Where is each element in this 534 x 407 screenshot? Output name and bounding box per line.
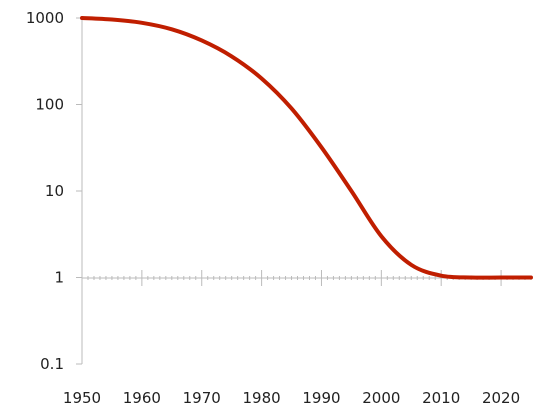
x-tick-label: 2020 [482,389,520,407]
axes [81,18,531,364]
x-tick-label: 1970 [183,389,221,407]
x-tick-label: 2000 [362,389,400,407]
y-tick-label: 100 [35,96,64,114]
series-layer [80,16,533,280]
x-tick-label: 1950 [63,389,101,407]
y-tick-label: 1000 [26,9,64,27]
y-tick-label: 1 [54,269,64,287]
x-tick-label: 1990 [302,389,340,407]
y-tick-label: 10 [45,182,64,200]
series-line-0 [80,16,533,280]
tick-labels: 1000 100 10 1 0.1 1950 1960 1970 1980 1990 2000 201… [26,9,520,407]
tick-marks [76,17,532,365]
x-tick-label: 1980 [243,389,281,407]
x-tick-label: 2010 [422,389,460,407]
y-tick-label: 0.1 [40,355,64,373]
x-tick-label: 1960 [123,389,161,407]
